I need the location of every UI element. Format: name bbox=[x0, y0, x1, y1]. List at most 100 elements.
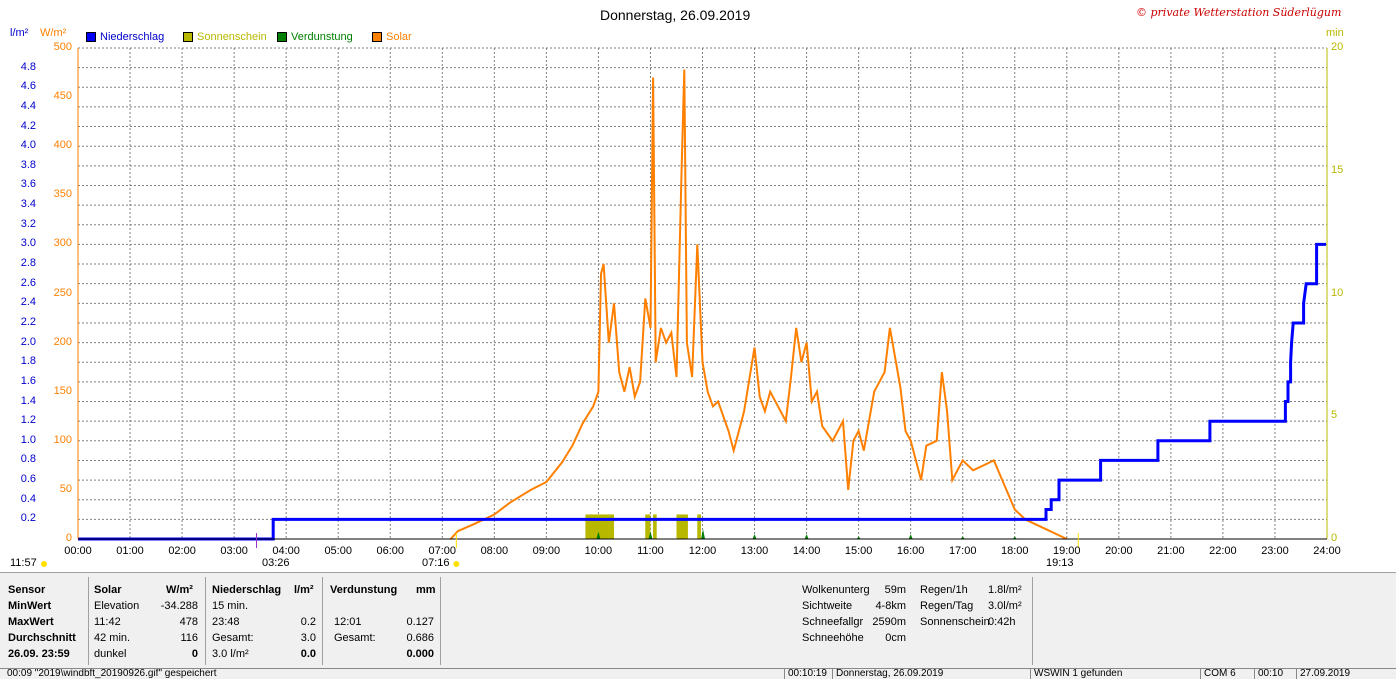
minutes-tick-label: 15 bbox=[1331, 163, 1344, 176]
rain-row-label: Regen/Tag bbox=[920, 600, 974, 612]
evaporation-mark bbox=[804, 534, 809, 539]
precip-tick-label: 2.4 bbox=[20, 296, 36, 309]
time-tick-label: 00:00 bbox=[64, 545, 92, 557]
sunshine-bar bbox=[697, 514, 701, 539]
status-com: COM 6 bbox=[1200, 669, 1236, 679]
time-tick-label: 11:00 bbox=[637, 545, 664, 557]
solar-row-label: Elevation bbox=[94, 600, 140, 612]
precip-tick-label: 4.8 bbox=[20, 60, 36, 73]
status-time: 00:10:19 bbox=[784, 669, 827, 679]
evaporation-mark bbox=[596, 531, 601, 539]
minutes-tick-label: 0 bbox=[1331, 532, 1338, 544]
evap-row-value: 0.000 bbox=[406, 648, 434, 660]
precip-tick-label: 4.0 bbox=[20, 139, 36, 152]
precip-tick-label: 1.2 bbox=[20, 414, 36, 427]
rain-row-value: 3.0l/m² bbox=[988, 600, 1022, 612]
solar-row-value: 0 bbox=[191, 648, 198, 660]
precip-row-value: 0.0 bbox=[300, 648, 316, 660]
evaporation-mark bbox=[1012, 536, 1017, 539]
sunshine-bar bbox=[645, 514, 651, 539]
precip-tick-label: 1.4 bbox=[20, 394, 36, 407]
sunrise-icon bbox=[453, 561, 460, 567]
precip-tick-label: 3.0 bbox=[20, 237, 36, 250]
weather-row-label: Schneefallgr bbox=[802, 616, 864, 628]
precip-tick-label: 2.8 bbox=[20, 257, 36, 270]
precip-tick-label: 1.8 bbox=[20, 355, 36, 368]
time-tick-label: 12:00 bbox=[688, 545, 717, 557]
time-tick-label: 20:00 bbox=[1105, 545, 1133, 557]
precip-tick-label: 3.2 bbox=[20, 217, 36, 230]
weather-row-label: Sichtweite bbox=[802, 600, 853, 612]
precip-tick-label: 1.0 bbox=[20, 433, 36, 446]
legend-swatch bbox=[372, 32, 382, 42]
time-tick-label: 22:00 bbox=[1209, 545, 1237, 557]
legend-item: Verdunstung bbox=[277, 31, 353, 43]
solar-row-label: 11:42 bbox=[94, 616, 121, 628]
solar-row-value: 116 bbox=[180, 632, 198, 644]
legend-label: Verdunstung bbox=[291, 31, 353, 43]
status-message: 00:09 "2019\windbft_20190926.gif" gespei… bbox=[7, 668, 217, 679]
unit-label-solar: W/m² bbox=[40, 27, 67, 39]
separator bbox=[440, 577, 441, 665]
time-tick-label: 10:00 bbox=[584, 545, 613, 557]
evap-row-label: Gesamt: bbox=[334, 632, 376, 644]
solar-header: Solar bbox=[94, 584, 122, 596]
solar-unit: W/m² bbox=[166, 584, 193, 596]
solar-row-value: 478 bbox=[179, 616, 198, 628]
moonrise-label: 03:26 bbox=[262, 557, 290, 569]
solar-tick-label: 0 bbox=[65, 532, 72, 544]
legend-label: Solar bbox=[386, 31, 412, 43]
solar-tick-label: 450 bbox=[53, 90, 72, 103]
sunshine-bar bbox=[676, 514, 688, 539]
time-tick-label: 13:00 bbox=[740, 545, 769, 557]
solar-series-line bbox=[449, 69, 1068, 540]
legend-swatch bbox=[277, 32, 287, 42]
precip-tick-label: 2.6 bbox=[20, 276, 36, 289]
precip-tick-label: 0.4 bbox=[20, 492, 36, 505]
chart-canvas bbox=[41, 47, 1328, 567]
time-tick-label: 23:00 bbox=[1261, 545, 1289, 557]
info-panel: Sensor MinWert MaxWert Durchschnitt 26.0… bbox=[0, 572, 1396, 669]
precip-tick-label: 2.2 bbox=[20, 315, 36, 328]
precip-tick-label: 3.4 bbox=[20, 198, 36, 211]
left-time-label: 11:57 bbox=[10, 557, 37, 569]
chart-title: Donnerstag, 26.09.2019 bbox=[600, 7, 751, 23]
precip-tick-label: 3.8 bbox=[20, 158, 36, 171]
weather-row-value: 2590m bbox=[872, 616, 906, 628]
legend-swatch bbox=[86, 32, 96, 42]
col-sensor-header: Sensor bbox=[8, 584, 46, 596]
minutes-tick-label: 5 bbox=[1331, 409, 1338, 422]
solar-row-label: dunkel bbox=[94, 648, 127, 660]
time-tick-label: 04:00 bbox=[272, 545, 300, 557]
time-tick-label: 24:00 bbox=[1313, 545, 1341, 557]
sunset-label: 19:13 bbox=[1046, 557, 1074, 569]
sunrise-label: 07:16 bbox=[422, 557, 450, 569]
status-wswin: WSWIN 1 gefunden bbox=[1030, 669, 1122, 679]
solar-tick-label: 250 bbox=[53, 286, 72, 299]
minutes-tick-label: 10 bbox=[1331, 286, 1344, 299]
col-datetime: 26.09. 23:59 bbox=[8, 648, 70, 660]
precip-tick-label: 1.6 bbox=[20, 374, 36, 387]
status-date2: 27.09.2019 bbox=[1296, 669, 1350, 679]
sunshine-bar bbox=[653, 514, 657, 539]
rain-row-label: Sonnenschein bbox=[920, 616, 990, 628]
time-tick-label: 01:00 bbox=[116, 545, 144, 557]
evaporation-mark bbox=[856, 536, 861, 539]
sun-marker-icon bbox=[41, 561, 47, 567]
precip-tick-label: 3.6 bbox=[20, 178, 36, 191]
status-time2: 00:10 bbox=[1254, 669, 1283, 679]
legend-item: Niederschlag bbox=[86, 31, 164, 43]
rain-row-value: 1.8l/m² bbox=[988, 584, 1022, 596]
time-tick-label: 07:00 bbox=[428, 545, 457, 557]
solar-tick-label: 350 bbox=[53, 188, 72, 201]
time-tick-label: 17:00 bbox=[948, 545, 977, 557]
evap-row-value: 0.686 bbox=[406, 632, 434, 644]
evap-header: Verdunstung bbox=[330, 584, 398, 596]
unit-label-minutes: min bbox=[1326, 27, 1344, 39]
precip-tick-label: 0.6 bbox=[20, 473, 36, 486]
precip-row-value: 0.2 bbox=[300, 616, 316, 628]
evaporation-mark bbox=[960, 536, 965, 539]
legend-label: Sonnenschein bbox=[197, 31, 267, 43]
separator bbox=[205, 577, 206, 665]
solar-row-value: -34.288 bbox=[160, 600, 198, 612]
